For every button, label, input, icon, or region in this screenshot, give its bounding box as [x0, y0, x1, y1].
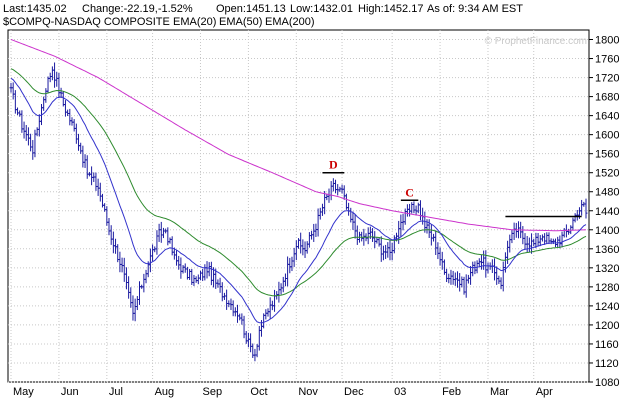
header-last: Last:1435.02	[3, 3, 67, 15]
y-tick-label: 1200	[595, 320, 619, 332]
ema50-line	[10, 68, 587, 297]
ema20-line	[10, 77, 587, 324]
header-high: High:1452.17	[358, 3, 423, 15]
ema200-line	[10, 39, 587, 232]
watermark: © ProphetFinance.com	[485, 36, 587, 47]
y-tick-label: 1280	[595, 282, 619, 294]
y-tick-label: 1440	[595, 206, 619, 218]
y-tick-label: 1120	[595, 358, 619, 370]
x-tick-label: Mar	[490, 386, 509, 398]
y-tick-label: 1680	[595, 92, 619, 104]
plot-border	[7, 29, 590, 383]
ohlc-bar	[584, 198, 588, 219]
y-tick-label: 1640	[595, 111, 619, 123]
x-tick-label: May	[13, 386, 34, 398]
header-open: Open:1451.13	[216, 3, 286, 15]
x-tick-label: Jul	[109, 386, 123, 398]
pivot-label: D	[329, 158, 338, 172]
legend-ema200: EMA(200)	[265, 16, 315, 28]
legend-ema50: EMA(50)	[219, 16, 262, 28]
pivot-label: C	[405, 185, 414, 199]
y-tick-label: 1400	[595, 225, 619, 237]
x-tick-label: Jun	[61, 386, 79, 398]
plot-frame	[7, 29, 590, 383]
x-tick-label: Sep	[202, 386, 222, 398]
y-tick-label: 1720	[595, 73, 619, 85]
y-tick-label: 1080	[595, 377, 619, 389]
ema-lines	[10, 39, 587, 324]
header-time: As of: 9:34 AM EST	[427, 3, 523, 15]
legend-ema20: EMA(20)	[173, 16, 216, 28]
x-tick-label: Apr	[536, 386, 553, 398]
y-tick-label: 1160	[595, 339, 619, 351]
y-tick-label: 1360	[595, 244, 619, 256]
x-tick-label: Oct	[250, 386, 267, 398]
y-tick-label: 1320	[595, 263, 619, 275]
header-bar: Last:1435.02 Change:-22.19,-1.52% Open:1…	[3, 3, 523, 15]
x-tick-label: Feb	[442, 386, 461, 398]
header-change: Change:-22.19,-1.52%	[82, 3, 193, 15]
y-tick-label: 1560	[595, 149, 619, 161]
legend-symbol: $COMPQ-NASDAQ COMPOSITE	[3, 16, 170, 28]
x-tick-label: 03	[394, 386, 406, 398]
y-tick-label: 1800	[595, 35, 619, 47]
y-tick-label: 1520	[595, 168, 619, 180]
y-tick-label: 1480	[595, 187, 619, 199]
y-tick-label: 1240	[595, 301, 619, 313]
x-axis: May Jun Jul Aug Sep Oct Nov Dec 03 Feb Mar Apr	[10, 30, 553, 398]
price-series	[9, 62, 588, 362]
x-tick-label: Nov	[298, 386, 318, 398]
header-low: Low:1432.01	[290, 3, 353, 15]
legend: $COMPQ-NASDAQ COMPOSITE EMA(20) EMA(50) …	[3, 16, 315, 28]
y-tick-label: 1760	[595, 54, 619, 66]
x-tick-label: Aug	[155, 386, 175, 398]
y-tick-label: 1600	[595, 130, 619, 142]
x-tick-label: Dec	[344, 386, 364, 398]
annotations: DC	[322, 158, 582, 218]
